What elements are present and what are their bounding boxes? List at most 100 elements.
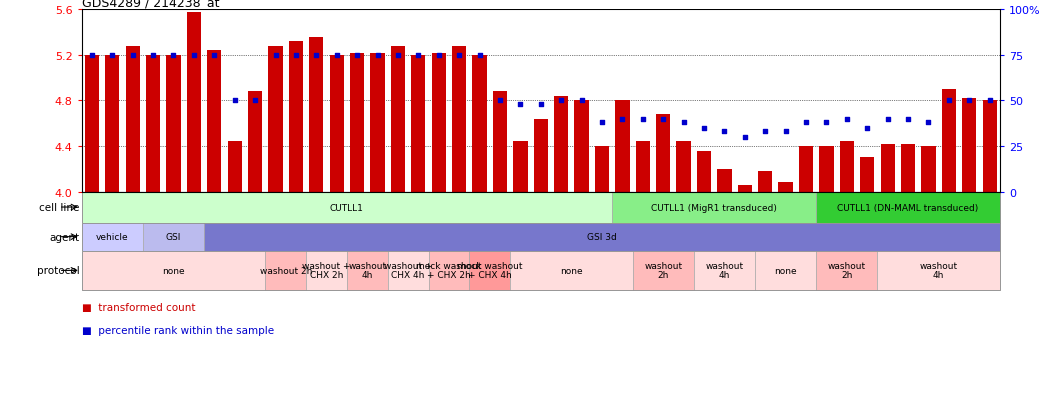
Point bbox=[451, 52, 468, 59]
Bar bbox=[817, 251, 877, 290]
Point bbox=[777, 129, 794, 135]
Text: none: none bbox=[560, 266, 583, 275]
Bar bbox=[921, 147, 936, 192]
Bar bbox=[391, 47, 405, 192]
Bar bbox=[350, 54, 364, 192]
Point bbox=[410, 52, 427, 59]
Point bbox=[144, 52, 161, 59]
Bar bbox=[877, 251, 1000, 290]
Bar bbox=[289, 42, 303, 192]
Text: none: none bbox=[162, 266, 185, 275]
Text: GSI: GSI bbox=[165, 233, 181, 242]
Bar bbox=[146, 56, 160, 192]
Point bbox=[839, 116, 855, 123]
Bar bbox=[554, 97, 569, 192]
Text: washout
4h: washout 4h bbox=[349, 262, 386, 280]
Bar bbox=[493, 92, 507, 192]
Point bbox=[288, 52, 305, 59]
Bar bbox=[82, 251, 265, 290]
Bar bbox=[105, 56, 119, 192]
Bar bbox=[330, 56, 343, 192]
Point bbox=[492, 98, 509, 104]
Point bbox=[716, 129, 733, 135]
Bar bbox=[779, 183, 793, 192]
Point bbox=[634, 116, 651, 123]
Point bbox=[512, 102, 529, 108]
Bar bbox=[142, 223, 204, 251]
Bar bbox=[82, 223, 142, 251]
Point bbox=[940, 98, 957, 104]
Bar bbox=[306, 251, 347, 290]
Bar bbox=[758, 172, 773, 192]
Bar bbox=[452, 47, 466, 192]
Bar bbox=[717, 169, 732, 192]
Text: cell line: cell line bbox=[40, 202, 80, 213]
Point bbox=[654, 116, 671, 123]
Point bbox=[532, 102, 549, 108]
Text: washout
4h: washout 4h bbox=[919, 262, 958, 280]
Point bbox=[165, 52, 182, 59]
Bar bbox=[612, 192, 817, 223]
Point bbox=[695, 125, 712, 132]
Bar bbox=[962, 99, 977, 192]
Text: washout +
CHX 4h: washout + CHX 4h bbox=[384, 262, 432, 280]
Point bbox=[125, 52, 141, 59]
Point bbox=[267, 52, 284, 59]
Bar bbox=[513, 142, 528, 192]
Bar bbox=[207, 51, 221, 192]
Bar bbox=[411, 56, 425, 192]
Bar bbox=[595, 147, 609, 192]
Bar bbox=[431, 54, 446, 192]
Point bbox=[370, 52, 386, 59]
Bar bbox=[632, 251, 694, 290]
Bar bbox=[982, 101, 997, 192]
Point bbox=[859, 125, 875, 132]
Text: protocol: protocol bbox=[37, 266, 80, 276]
Point bbox=[471, 52, 488, 59]
Point bbox=[961, 98, 978, 104]
Point bbox=[920, 120, 937, 126]
Text: washout
2h: washout 2h bbox=[644, 262, 683, 280]
Text: CUTLL1 (DN-MAML transduced): CUTLL1 (DN-MAML transduced) bbox=[838, 203, 979, 212]
Text: ■  transformed count: ■ transformed count bbox=[82, 303, 195, 313]
Text: CUTLL1 (MigR1 transduced): CUTLL1 (MigR1 transduced) bbox=[651, 203, 777, 212]
Point bbox=[879, 116, 896, 123]
Bar bbox=[268, 47, 283, 192]
Bar bbox=[510, 251, 632, 290]
Bar bbox=[881, 145, 895, 192]
Bar bbox=[428, 251, 469, 290]
Point bbox=[430, 52, 447, 59]
Point bbox=[981, 98, 998, 104]
Point bbox=[308, 52, 325, 59]
Point bbox=[675, 120, 692, 126]
Text: none: none bbox=[775, 266, 797, 275]
Bar bbox=[85, 56, 99, 192]
Bar bbox=[371, 54, 384, 192]
Bar bbox=[387, 251, 428, 290]
Bar bbox=[186, 13, 201, 192]
Bar bbox=[265, 251, 306, 290]
Bar bbox=[941, 90, 956, 192]
Text: washout +
CHX 2h: washout + CHX 2h bbox=[303, 262, 351, 280]
Bar bbox=[900, 145, 915, 192]
Bar bbox=[248, 92, 262, 192]
Bar bbox=[616, 101, 629, 192]
Point bbox=[899, 116, 916, 123]
Text: washout
4h: washout 4h bbox=[706, 262, 743, 280]
Bar bbox=[738, 185, 752, 192]
Bar bbox=[82, 192, 612, 223]
Point bbox=[226, 98, 243, 104]
Text: washout
2h: washout 2h bbox=[828, 262, 866, 280]
Bar bbox=[469, 251, 510, 290]
Text: mock washout
+ CHX 4h: mock washout + CHX 4h bbox=[456, 262, 522, 280]
Point bbox=[389, 52, 406, 59]
Point bbox=[757, 129, 774, 135]
Bar bbox=[534, 119, 548, 192]
Point bbox=[553, 98, 570, 104]
Bar bbox=[656, 115, 670, 192]
Text: CUTLL1: CUTLL1 bbox=[330, 203, 364, 212]
Bar bbox=[799, 147, 814, 192]
Bar bbox=[347, 251, 387, 290]
Point bbox=[104, 52, 120, 59]
Point bbox=[84, 52, 101, 59]
